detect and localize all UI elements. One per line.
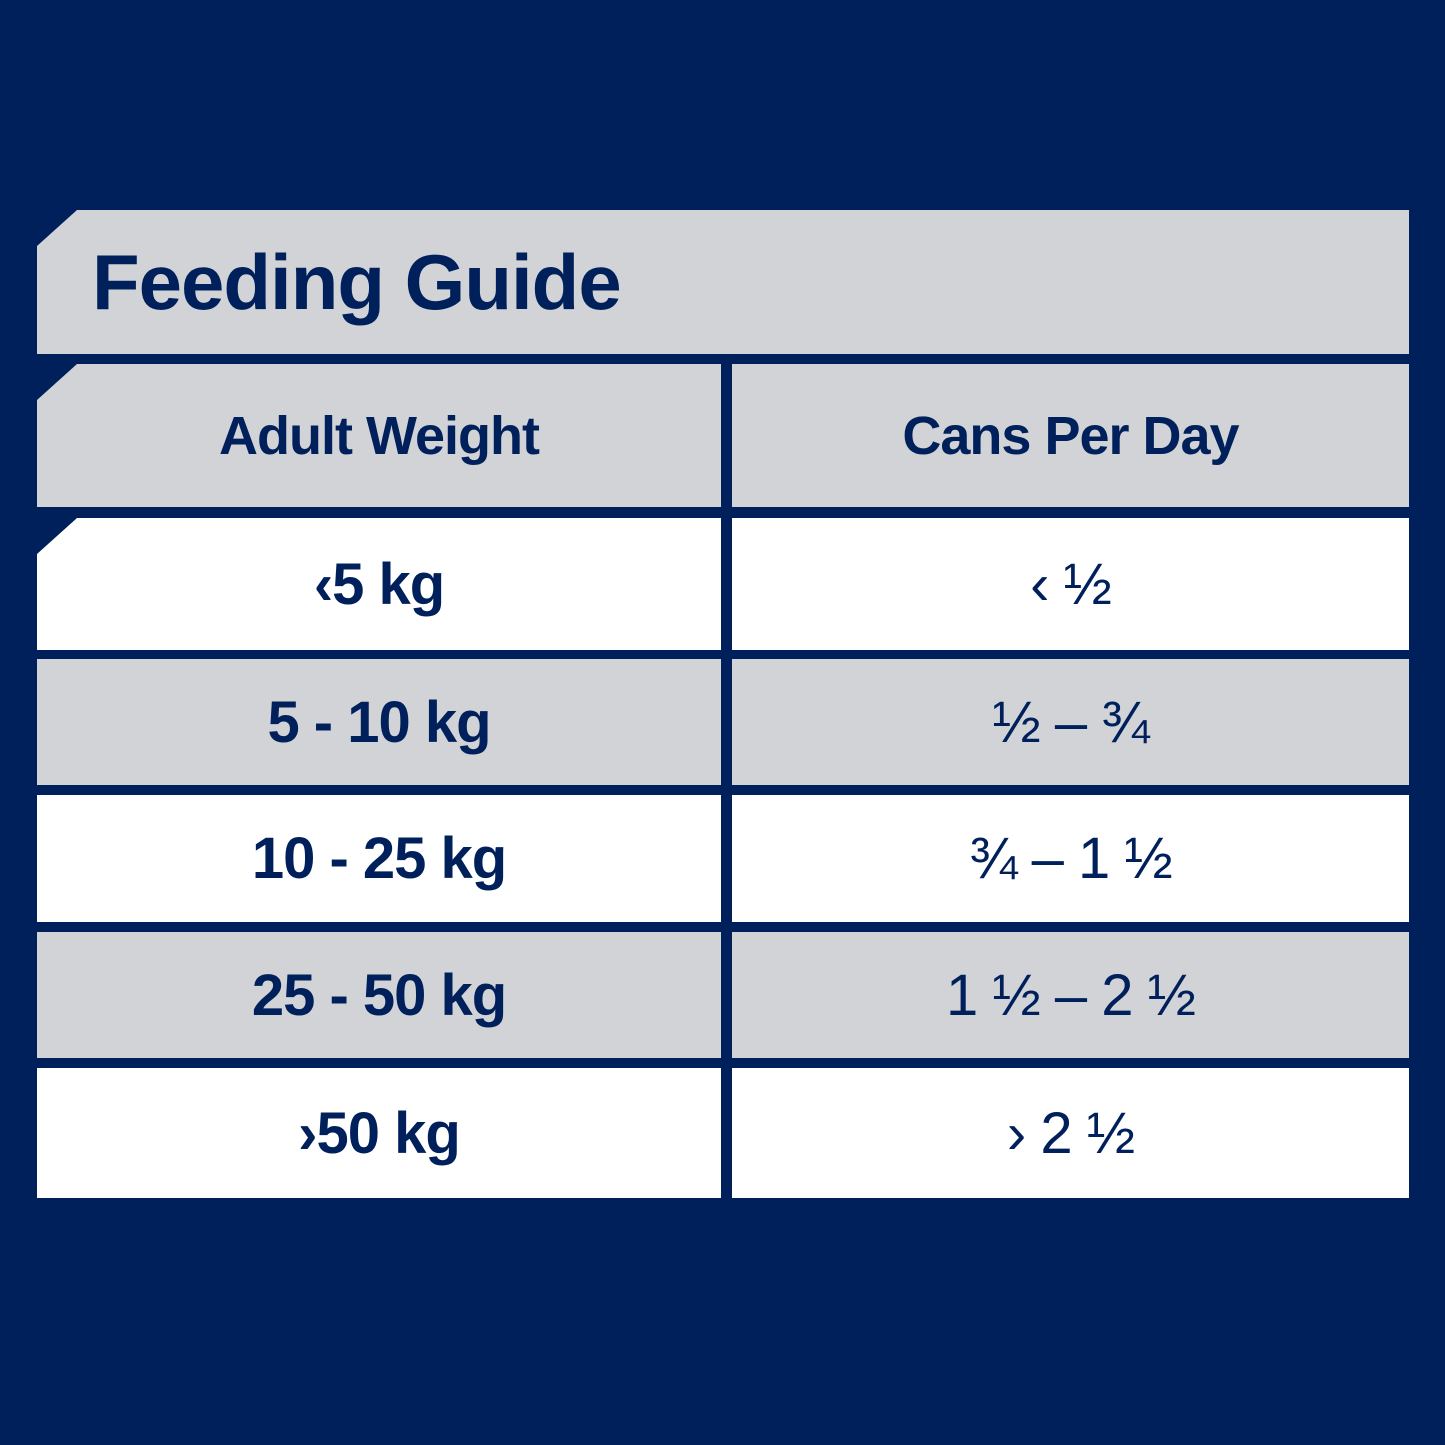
cans-value: ‹ ½: [1030, 551, 1112, 617]
weight-value: ‹5 kg: [313, 551, 445, 617]
cans-value: 1 ½ – 2 ½: [946, 962, 1196, 1028]
table-row-cans-cell: ½ – ¾: [732, 659, 1409, 785]
weight-value: 25 - 50 kg: [251, 962, 507, 1028]
table-row-cans-cell: ‹ ½: [732, 518, 1409, 650]
table-row-cans-cell: ¾ – 1 ½: [732, 795, 1409, 922]
page-title: Feeding Guide: [92, 237, 622, 326]
table-row-cans-cell: 1 ½ – 2 ½: [732, 932, 1409, 1058]
title-bar: Feeding Guide: [37, 210, 1409, 354]
table-row-weight-cell: ›50 kg: [37, 1068, 721, 1198]
column-header-adult-weight: Adult Weight: [37, 364, 721, 507]
table-row-weight-cell: 5 - 10 kg: [37, 659, 721, 785]
column-header-cans-per-day: Cans Per Day: [732, 364, 1409, 507]
weight-value: 5 - 10 kg: [267, 689, 491, 755]
weight-value: ›50 kg: [298, 1100, 461, 1166]
cans-value: ½ – ¾: [992, 689, 1149, 755]
column-header-label: Adult Weight: [219, 405, 540, 466]
table-row-weight-cell: 25 - 50 kg: [37, 932, 721, 1058]
table-row-weight-cell: ‹5 kg: [37, 518, 721, 650]
weight-value: 10 - 25 kg: [251, 826, 507, 891]
cans-value: ¾ – 1 ½: [969, 826, 1173, 891]
cans-value: › 2 ½: [1006, 1100, 1135, 1166]
column-header-label: Cans Per Day: [902, 405, 1239, 466]
table-row-weight-cell: 10 - 25 kg: [37, 795, 721, 922]
table-row-cans-cell: › 2 ½: [732, 1068, 1409, 1198]
